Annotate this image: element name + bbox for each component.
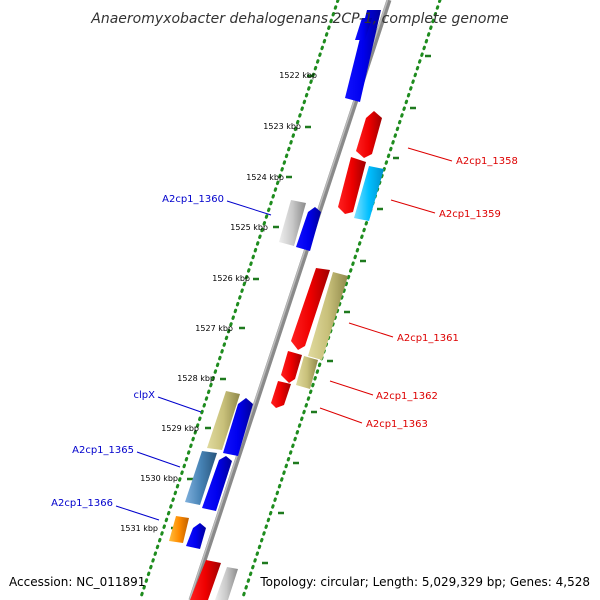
gene-label[interactable]: A2cp1_1359	[439, 209, 501, 220]
tick-label: 1526 kbp	[212, 274, 250, 283]
gene-arrow-olive[interactable]	[296, 356, 318, 389]
leader-line	[157, 396, 202, 413]
gene-arrow-red[interactable]	[271, 381, 291, 408]
gene-arrow-blue[interactable]	[296, 207, 321, 251]
dotted-ring-right	[240, 0, 442, 600]
gene-label[interactable]: A2cp1_1366	[51, 498, 113, 509]
gene-arrow-olive[interactable]	[207, 391, 240, 450]
gene-arrow-grey[interactable]	[215, 567, 238, 600]
tick-label: 1523 kbp	[263, 122, 301, 131]
gene-arrow-blue[interactable]	[223, 398, 253, 456]
genome-info-text: Topology: circular; Length: 5,029,329 bp…	[259, 575, 590, 589]
leader-line	[407, 147, 453, 162]
tick-label: 1527 kbp	[195, 324, 233, 333]
gene-label[interactable]: clpX	[134, 390, 156, 401]
tick-label: 1529 kbp	[161, 424, 199, 433]
leader-line	[348, 322, 394, 338]
leader-line	[319, 407, 363, 424]
gene-arrow-grey[interactable]	[279, 200, 306, 246]
gene-arrow-steel[interactable]	[185, 451, 217, 505]
tick-label: 1530 kbp	[140, 474, 178, 483]
gene-arrow-red[interactable]	[338, 157, 366, 214]
gene-arrow-cyan[interactable]	[354, 166, 384, 221]
gene-label[interactable]: A2cp1_1360	[162, 194, 224, 205]
tick-label: 1524 kbp	[246, 173, 284, 182]
gene-label[interactable]: A2cp1_1361	[397, 333, 459, 344]
leader-line	[136, 451, 181, 468]
gene-arrow-blue[interactable]	[355, 18, 372, 40]
gene-label[interactable]: A2cp1_1363	[366, 419, 428, 430]
gene-arrow-orange[interactable]	[169, 516, 189, 543]
leader-line	[390, 199, 436, 214]
tick-label: 1531 kbp	[120, 524, 158, 533]
gene-arrow-red[interactable]	[291, 268, 330, 350]
gene-arrow-red[interactable]	[190, 560, 221, 600]
gene-arrow-blue[interactable]	[345, 10, 381, 102]
tick-label: 1522 kbp	[279, 71, 317, 80]
genes	[169, 10, 384, 600]
leader-line	[329, 380, 374, 396]
map-title: Anaeromyxobacter dehalogenans 2CP-1, com…	[90, 11, 508, 27]
leader-line	[115, 505, 160, 521]
gene-label[interactable]: A2cp1_1358	[456, 156, 518, 167]
gene-arrow-blue[interactable]	[186, 523, 206, 549]
tick-label: 1528 kbp	[177, 374, 215, 383]
gene-arrow-olive[interactable]	[308, 272, 348, 360]
gene-arrow-red[interactable]	[281, 351, 302, 383]
dotted-ring-left	[138, 0, 340, 600]
gene-label[interactable]: A2cp1_1362	[376, 391, 438, 402]
gene-arrow-blue[interactable]	[202, 456, 232, 511]
tick-labels: 1522 kbp 1523 kbp 1524 kbp 1525 kbp 1526…	[120, 71, 317, 533]
gene-labels: A2cp1_1360 clpX A2cp1_1365 A2cp1_1366 A2…	[51, 156, 518, 509]
tick-label: 1525 kbp	[230, 223, 268, 232]
leader-line	[226, 200, 272, 216]
gene-label[interactable]: A2cp1_1365	[72, 445, 134, 456]
accession-text: Accession: NC_011891	[9, 575, 145, 589]
gene-arrow-red[interactable]	[356, 111, 382, 158]
leader-lines	[115, 147, 453, 521]
